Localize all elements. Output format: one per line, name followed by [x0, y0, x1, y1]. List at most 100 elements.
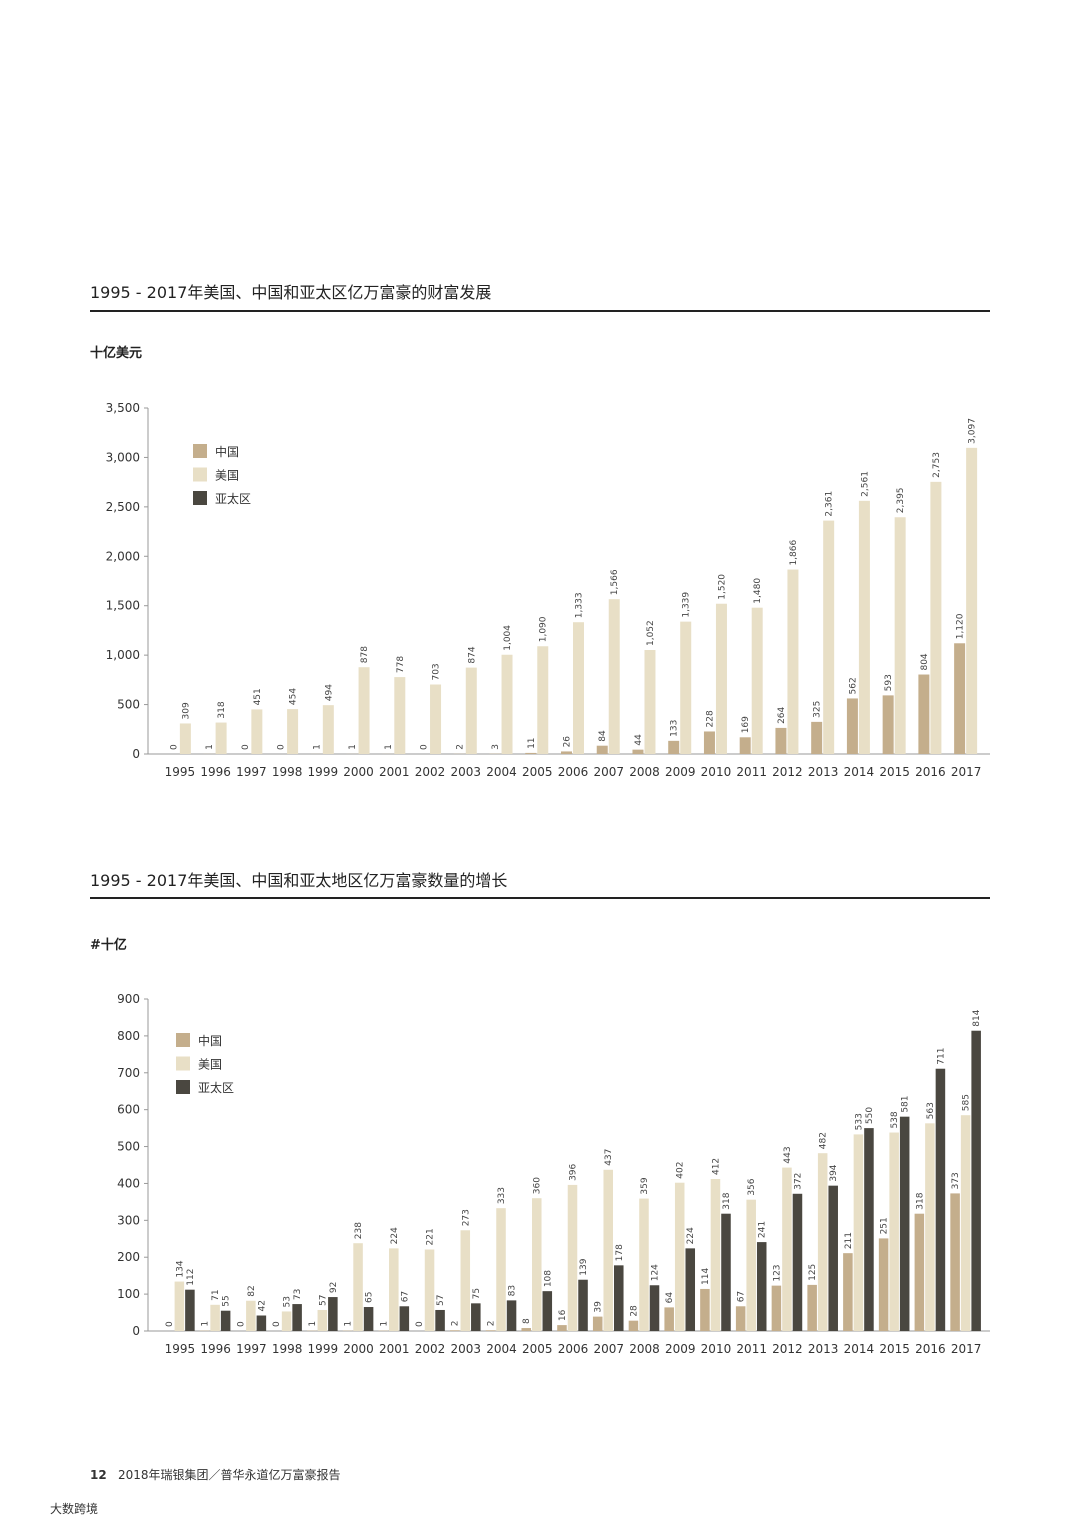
bar	[389, 1248, 399, 1331]
x-tick-label: 1997	[236, 765, 267, 779]
x-tick-label: 2016	[915, 765, 946, 779]
y-tick-label: 500	[117, 698, 140, 712]
y-tick-label: 900	[117, 992, 140, 1006]
bar	[894, 517, 906, 754]
bar	[823, 520, 835, 754]
value-label: 562	[848, 677, 858, 694]
legend-swatch	[176, 1080, 190, 1094]
x-tick-label: 2000	[343, 765, 374, 779]
bar	[185, 1289, 195, 1331]
bar	[918, 674, 930, 754]
bar	[889, 1132, 899, 1331]
y-tick-label: 0	[132, 1324, 140, 1338]
value-label: 396	[569, 1163, 579, 1180]
bar	[954, 643, 966, 754]
bar	[603, 1169, 614, 1331]
bar	[424, 1249, 435, 1331]
bar	[930, 481, 942, 754]
bar	[215, 722, 227, 754]
bar	[578, 1279, 588, 1331]
x-tick-label: 1996	[200, 765, 231, 779]
y-tick-label: 100	[117, 1287, 140, 1301]
legend-swatch	[193, 491, 207, 505]
value-label: 451	[253, 688, 263, 705]
value-label: 1	[312, 744, 322, 750]
value-label: 1,120	[956, 613, 966, 639]
bar	[322, 705, 334, 754]
bar	[807, 1284, 817, 1331]
x-tick-label: 2004	[486, 1342, 517, 1356]
bar	[435, 1309, 445, 1331]
bar	[531, 1198, 542, 1331]
bar	[751, 607, 763, 754]
value-label: 402	[676, 1162, 686, 1179]
bar	[399, 1306, 410, 1331]
bar	[735, 1306, 746, 1331]
value-label: 1,520	[717, 574, 727, 600]
bar	[782, 1167, 792, 1331]
legend-label: 亚太区	[198, 1080, 234, 1095]
bar	[557, 1325, 567, 1331]
value-label: 550	[865, 1107, 875, 1124]
x-tick-label: 2003	[451, 1342, 482, 1356]
bar	[882, 695, 894, 754]
value-label: 241	[758, 1221, 768, 1238]
value-label: 356	[747, 1178, 757, 1195]
bar	[700, 1288, 710, 1331]
y-tick-label: 200	[117, 1250, 140, 1264]
value-label: 1	[308, 1321, 318, 1327]
x-tick-label: 2005	[522, 765, 553, 779]
value-label: 221	[426, 1228, 436, 1245]
x-tick-label: 2016	[915, 1342, 946, 1356]
x-tick-label: 1995	[165, 765, 196, 779]
bar	[756, 1242, 767, 1331]
bar	[680, 621, 692, 754]
legend-swatch	[193, 467, 207, 482]
value-label: 1,333	[575, 592, 585, 618]
bar	[281, 1311, 292, 1331]
value-label: 3	[491, 744, 501, 750]
value-label: 224	[390, 1227, 400, 1244]
value-label: 55	[222, 1295, 232, 1306]
value-label: 581	[901, 1095, 911, 1112]
value-label: 67	[737, 1291, 747, 1302]
value-label: 228	[705, 710, 715, 727]
bar	[853, 1134, 864, 1331]
x-tick-label: 2001	[379, 1342, 410, 1356]
y-tick-label: 600	[117, 1103, 140, 1117]
value-label: 139	[579, 1258, 589, 1275]
value-label: 108	[543, 1270, 553, 1287]
bar	[449, 1330, 460, 1331]
x-tick-label: 2003	[451, 765, 482, 779]
bar	[710, 1179, 721, 1331]
bar	[174, 1281, 185, 1331]
bar	[664, 1307, 674, 1331]
bar	[220, 1310, 231, 1331]
bar	[292, 1304, 302, 1331]
chart-title: 1995 - 2017年美国、中国和亚太地区亿万富豪数量的增长	[90, 871, 507, 890]
value-label: 482	[819, 1132, 829, 1149]
y-axis-label: 十亿美元	[90, 345, 142, 361]
bar	[608, 599, 620, 754]
legend-swatch	[176, 1056, 190, 1071]
value-label: 84	[598, 730, 608, 742]
value-label: 238	[354, 1222, 364, 1239]
value-label: 0	[272, 1321, 282, 1327]
legend-label: 中国	[198, 1033, 222, 1048]
value-label: 2,561	[860, 471, 870, 497]
y-tick-label: 2,000	[106, 549, 140, 563]
value-label: 112	[186, 1268, 196, 1285]
value-label: 3,097	[968, 418, 978, 444]
value-label: 251	[880, 1217, 890, 1234]
bar	[246, 1300, 256, 1331]
value-label: 75	[472, 1288, 482, 1299]
value-label: 71	[211, 1289, 221, 1300]
x-tick-label: 2017	[951, 765, 982, 779]
bar	[775, 727, 787, 754]
value-label: 874	[467, 646, 477, 663]
bar	[358, 667, 370, 754]
value-label: 125	[808, 1264, 818, 1281]
value-label: 0	[165, 1321, 175, 1327]
value-label: 711	[936, 1048, 946, 1065]
y-tick-label: 300	[117, 1213, 140, 1227]
